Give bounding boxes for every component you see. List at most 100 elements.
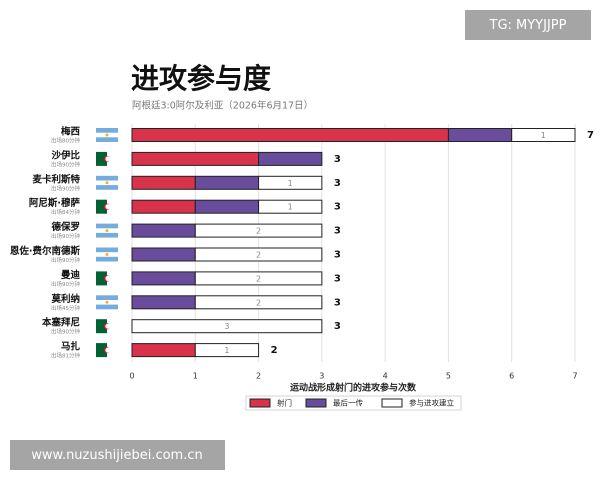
bar-segment	[258, 175, 323, 190]
bar-segment	[194, 295, 323, 310]
category-label: 德保罗	[51, 221, 80, 233]
bar-segment	[258, 199, 323, 214]
flag	[107, 199, 118, 214]
flag	[105, 323, 111, 329]
bar-segment	[131, 223, 196, 238]
watermark: TG: MYYJJPP	[489, 18, 567, 33]
flag	[107, 319, 118, 334]
category-label: 恩佐·费尔南德斯	[10, 245, 81, 257]
segment-label: 3	[224, 322, 229, 331]
category-note: 出场90分钟	[51, 256, 80, 264]
legend-swatch	[381, 398, 403, 408]
flag	[96, 271, 107, 286]
flag	[96, 199, 107, 214]
x-tick-label: 2	[256, 372, 261, 381]
watermark-box	[10, 440, 225, 470]
flag	[105, 181, 109, 185]
x-tick-label: 1	[193, 372, 198, 381]
flag	[107, 343, 118, 358]
flag	[105, 347, 111, 353]
category-label: 马扎	[61, 341, 81, 353]
segment-label: 1	[541, 131, 546, 140]
chart-subtitle: 阿根廷3:0阿尔及利亚（2026年6月17日）	[132, 100, 313, 112]
bar-segment	[131, 271, 196, 286]
bar-segment	[131, 343, 196, 358]
flag	[105, 133, 109, 137]
legend-swatch	[249, 398, 271, 408]
watermark: www.nuzushijiebei.com.cn	[31, 448, 203, 463]
total-label: 3	[334, 202, 341, 213]
category-note: 出场90分钟	[51, 160, 80, 168]
legend-label: 最后一传	[333, 398, 363, 408]
bar-segment	[511, 128, 576, 142]
flag	[105, 300, 109, 304]
bar-segment	[131, 128, 449, 142]
total-label: 3	[334, 273, 341, 284]
total-label: 3	[334, 154, 341, 165]
bar-segment	[194, 343, 260, 358]
segment-label: 2	[256, 298, 261, 307]
x-tick-label: 7	[572, 372, 577, 381]
bar-segment	[258, 151, 323, 166]
total-label: 3	[334, 250, 341, 261]
flag	[96, 343, 107, 358]
bar-segment	[194, 271, 323, 286]
bar-segment	[131, 151, 260, 166]
category-note: 出场90分钟	[51, 328, 80, 336]
flag	[105, 156, 111, 162]
total-label: 3	[334, 226, 341, 237]
total-label: 7	[587, 130, 594, 141]
flag	[107, 151, 118, 166]
legend-swatch	[305, 398, 327, 408]
bar-segment	[194, 223, 323, 238]
x-axis-label: 运动战形成射门的进攻参与次数	[290, 382, 417, 394]
bar-segment	[194, 175, 260, 190]
watermark-box	[465, 10, 591, 40]
segment-label: 2	[256, 274, 261, 283]
flag	[96, 319, 107, 334]
chart-title: 进攻参与度	[131, 62, 271, 95]
category-label: 曼迪	[61, 269, 81, 281]
segment-label: 1	[288, 179, 293, 188]
segment-label: 2	[256, 227, 261, 236]
category-note: 出场90分钟	[51, 280, 80, 288]
bar-segment	[131, 247, 196, 262]
x-tick-label: 4	[383, 372, 388, 381]
category-note: 出场90分钟	[51, 232, 80, 240]
category-label: 阿尼斯·穆萨	[29, 197, 81, 209]
segment-label: 1	[224, 346, 229, 355]
category-note: 出场84分钟	[51, 208, 80, 216]
flag	[107, 271, 118, 286]
x-tick-label: 5	[446, 372, 451, 381]
flag	[96, 151, 107, 166]
category-note: 出场45分钟	[51, 304, 80, 312]
segment-label: 2	[256, 251, 261, 260]
legend-label: 射门	[277, 398, 292, 408]
category-note: 出场81分钟	[51, 352, 80, 360]
legend-box	[245, 395, 462, 411]
bar-segment	[447, 128, 513, 142]
category-label: 莫利纳	[50, 293, 80, 305]
bar-segment	[131, 295, 196, 310]
bar-segment	[131, 319, 323, 334]
bar-segment	[131, 175, 196, 190]
legend-label: 参与进攻建立	[409, 398, 454, 408]
bar-segment	[194, 247, 323, 262]
segment-label: 1	[288, 203, 293, 212]
total-label: 3	[334, 297, 341, 308]
bar-segment	[131, 199, 196, 214]
category-label: 麦卡利斯特	[32, 173, 80, 185]
x-tick-label: 3	[319, 372, 324, 381]
category-label: 梅西	[61, 126, 81, 138]
category-note: 出场80分钟	[51, 137, 80, 145]
category-label: 本塞拜尼	[42, 317, 80, 329]
flag	[105, 204, 111, 210]
total-label: 3	[334, 321, 341, 332]
total-label: 2	[271, 345, 278, 356]
x-tick-label: 0	[129, 372, 134, 381]
flag	[105, 253, 109, 256]
category-label: 沙伊比	[51, 149, 80, 161]
x-tick-label: 6	[509, 372, 514, 381]
bar-segment	[194, 199, 260, 214]
